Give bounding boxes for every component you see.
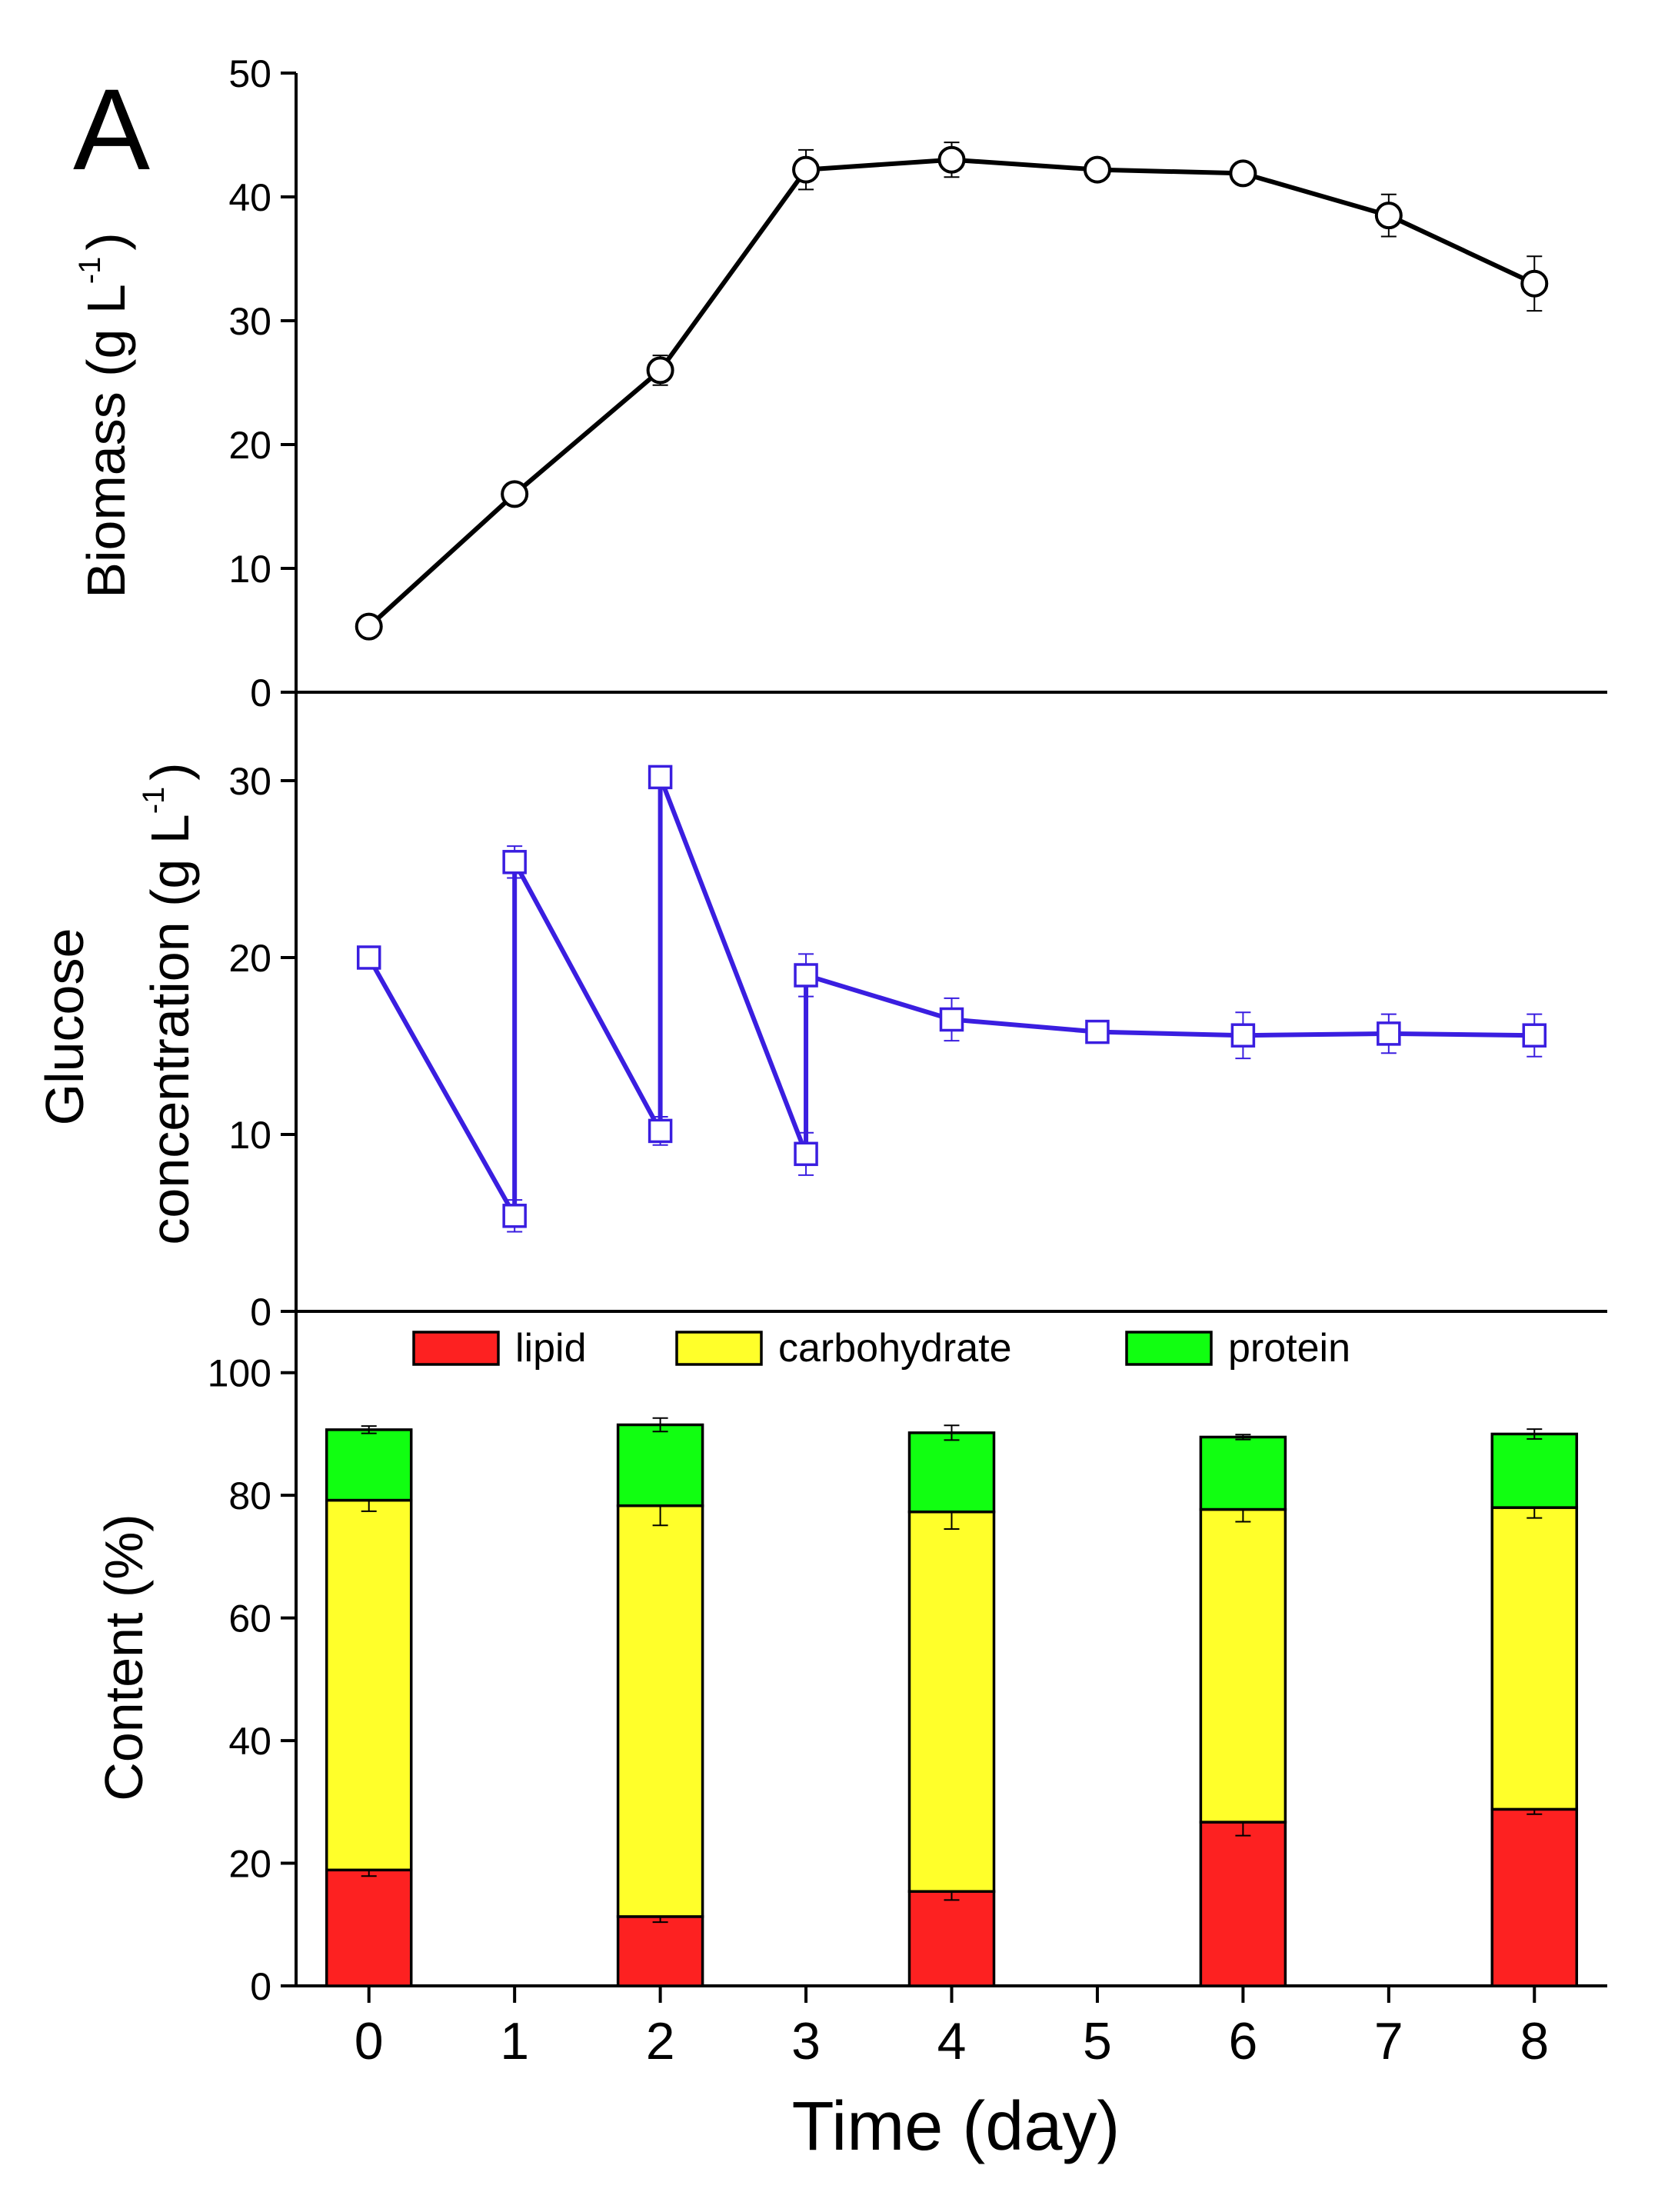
biomass-y-tick-label: 50 (228, 52, 271, 95)
lipid-bar (907, 1890, 996, 1987)
glucose-point (502, 1204, 527, 1228)
biomass-y-tick-label: 10 (228, 548, 271, 591)
lipid-bar (1199, 1821, 1287, 1987)
glucose-point (356, 945, 381, 970)
legend-label-protein: protein (1228, 1326, 1350, 1371)
biomass-point (646, 356, 674, 385)
glucose-point (1377, 1021, 1401, 1046)
glucose-y-tick-label: 10 (228, 1114, 271, 1157)
biomass-y-ticks: 0 10 20 30 40 50 (228, 52, 296, 715)
glucose-line (367, 775, 1535, 1218)
content-y-tick-label: 0 (250, 1965, 271, 2008)
biomass-line (367, 157, 1536, 628)
content-y-tick-label: 60 (228, 1597, 271, 1641)
x-tick-label: 5 (1083, 2012, 1112, 2070)
x-axis-ticks: 0 1 2 3 4 5 6 7 8 (355, 1986, 1549, 2070)
protein-bar (1490, 1432, 1579, 1509)
protein-bar (1199, 1435, 1287, 1511)
x-tick-label: 7 (1374, 2012, 1403, 2070)
panel-letter: A (73, 65, 150, 194)
content-y-tick-label: 80 (228, 1474, 271, 1517)
glucose-point (939, 1007, 964, 1032)
biomass-point (792, 155, 821, 184)
biomass-point (1520, 269, 1549, 298)
legend-swatch-carbohydrate (675, 1331, 763, 1366)
x-tick-label: 0 (355, 2012, 384, 2070)
glucose-point (502, 850, 527, 874)
biomass-y-tick-label: 40 (228, 176, 271, 219)
glucose-point (1230, 1023, 1256, 1048)
protein-bar (907, 1431, 996, 1514)
glucose-series (356, 765, 1547, 1233)
carbohydrate-bar (616, 1504, 704, 1918)
glucose-y-tick-label: 0 (250, 1291, 271, 1334)
biomass-series (355, 142, 1549, 641)
content-y-tick-label: 20 (228, 1843, 271, 1886)
biomass-axes (295, 73, 1607, 694)
content-panel: 0 20 40 60 80 100 0 1 2 3 4 5 6 7 8 lipid carbohydrate… (94, 1311, 1607, 2165)
biomass-point (1229, 159, 1257, 188)
protein-bar (325, 1428, 413, 1502)
glucose-y-tick-label: 30 (228, 760, 271, 803)
content-y-tick-label: 40 (228, 1720, 271, 1763)
biomass-y-axis-label: Biomass (g L-1) (73, 232, 136, 598)
lipid-bar (325, 1868, 413, 1987)
x-tick-label: 8 (1520, 2012, 1549, 2070)
legend-label-carbohydrate: carbohydrate (778, 1326, 1012, 1371)
biomass-point (1083, 155, 1111, 184)
x-tick-label: 6 (1228, 2012, 1257, 2070)
glucose-point (1085, 1019, 1110, 1044)
content-y-ticks: 0 20 40 60 80 100 (208, 1352, 296, 2008)
carbohydrate-bar (1199, 1507, 1287, 1824)
biomass-panel: 0 10 20 30 40 50 Biomass (g L-1) (73, 52, 1607, 715)
glucose-point (794, 1141, 818, 1167)
carbohydrate-bar (907, 1510, 996, 1893)
glucose-point (1522, 1023, 1547, 1048)
biomass-point (937, 145, 966, 174)
glucose-axes (295, 692, 1607, 1313)
biomass-y-tick-label: 20 (228, 424, 271, 467)
biomass-point (355, 612, 383, 641)
glucose-point (648, 1118, 673, 1144)
glucose-panel: 0 10 20 30 Glucose concentration (g L-1) (35, 692, 1607, 1334)
content-y-tick-label: 100 (208, 1352, 271, 1395)
content-bars (325, 1417, 1579, 1987)
lipid-bar (616, 1915, 704, 1987)
x-tick-label: 3 (791, 2012, 821, 2070)
legend-label-lipid: lipid (515, 1326, 587, 1371)
protein-bar (616, 1423, 704, 1507)
biomass-point (1374, 202, 1403, 230)
content-legend: lipid carbohydrate protein (412, 1326, 1350, 1371)
biomass-y-tick-label: 0 (250, 671, 271, 715)
carbohydrate-bar (1490, 1506, 1579, 1811)
biomass-y-tick-label: 30 (228, 300, 271, 343)
x-tick-label: 4 (937, 2012, 967, 2070)
x-tick-label: 1 (500, 2012, 529, 2070)
lipid-bar (1490, 1807, 1579, 1987)
glucose-y-ticks: 0 10 20 30 (228, 760, 296, 1334)
glucose-point (648, 765, 673, 790)
content-y-axis-label: Content (%) (94, 1514, 154, 1801)
glucose-y-tick-label: 20 (228, 937, 271, 980)
x-axis-label: Time (day) (792, 2088, 1120, 2165)
x-tick-label: 2 (646, 2012, 675, 2070)
glucose-y-axis-label-line2: concentration (g L-1) (137, 762, 200, 1244)
glucose-y-axis-label-line1: Glucose (35, 928, 95, 1126)
glucose-point (794, 963, 818, 988)
legend-swatch-protein (1125, 1331, 1213, 1366)
legend-swatch-lipid (412, 1331, 500, 1366)
carbohydrate-bar (325, 1498, 413, 1872)
biomass-point (501, 480, 529, 508)
